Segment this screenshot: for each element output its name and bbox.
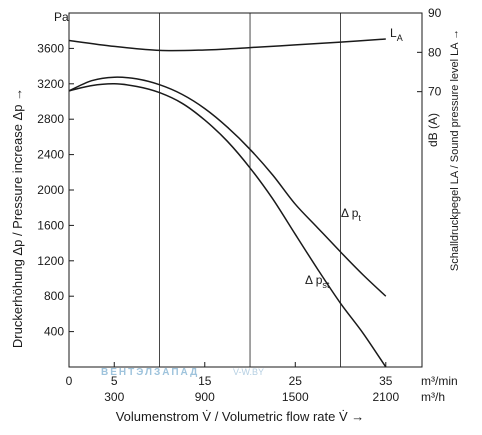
x-axis-unit-primary: m³/min <box>421 374 458 388</box>
series-line-1 <box>68 83 387 368</box>
watermark-url: V-W.BY <box>233 367 264 377</box>
x-axis-unit-secondary: m³/h <box>421 390 445 404</box>
x-secondary-tick-label: 1500 <box>282 390 309 404</box>
x-secondary-tick-label: 300 <box>104 390 124 404</box>
x-axis-title: Volumenstrom V̇ / Volumetric flow rate V… <box>116 409 365 424</box>
x-tick-label: 25 <box>289 374 303 388</box>
series-label-pst: Δ pst <box>305 273 330 290</box>
y-axis-right-title: Schalldruckpegel LA / Sound pressure lev… <box>449 29 461 271</box>
y-axis-title: Druckerhöhung Δp / Pressure increase Δp … <box>10 88 25 348</box>
plot-frame <box>68 12 423 368</box>
watermark-logo: ВЕНТЭЛЗАПАД <box>101 367 199 378</box>
y-tick-label: 2400 <box>37 148 64 162</box>
y-axis-unit: Pa <box>54 10 69 24</box>
y-tick-label: 3600 <box>37 41 64 55</box>
series-line-0 <box>68 76 387 297</box>
y-tick-label: 1200 <box>37 254 64 268</box>
tick-labels: 400 800 1200 1600 2000 2400 2800 3200 3600 70 80 90… <box>37 6 441 404</box>
y-tick-label: 3200 <box>37 77 64 91</box>
y-right-tick-label: 90 <box>428 6 442 20</box>
x-secondary-tick-label: 900 <box>195 390 215 404</box>
y-right-tick-label: 80 <box>428 45 442 59</box>
y-tick-label: 2000 <box>37 183 64 197</box>
x-tick-label: 0 <box>66 374 73 388</box>
y-tick-label: 800 <box>44 289 64 303</box>
series-line-2 <box>68 38 386 52</box>
y-tick-label: 400 <box>44 325 64 339</box>
series-label-la: LA <box>390 26 403 43</box>
x-secondary-tick-label: 2100 <box>372 390 399 404</box>
curves <box>68 38 387 368</box>
series-label-pt: Δ pt <box>341 206 361 223</box>
x-tick-label: 15 <box>198 374 212 388</box>
y-tick-label: 2800 <box>37 112 64 126</box>
y-tick-label: 1600 <box>37 218 64 232</box>
x-tick-label: 5 <box>111 374 118 388</box>
y-axis-right-unit: dB (A) <box>426 113 440 147</box>
x-tick-label: 35 <box>379 374 393 388</box>
tick-marks <box>68 12 422 367</box>
grid-lines <box>159 13 341 367</box>
y-right-tick-label: 70 <box>428 85 442 99</box>
